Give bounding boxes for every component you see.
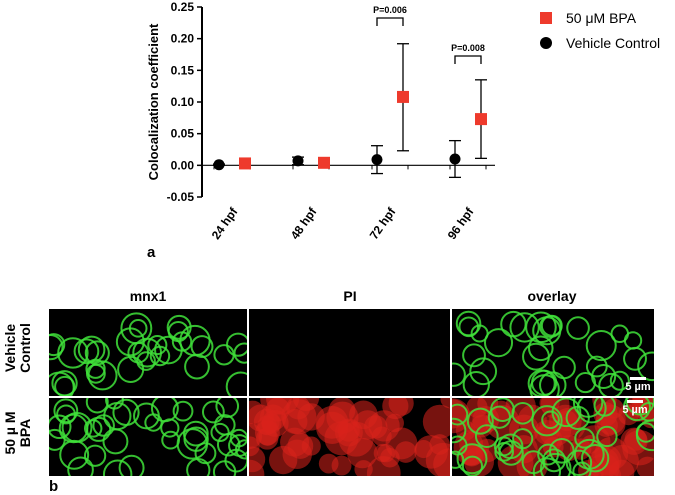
- panel-a-label: a: [147, 244, 156, 261]
- micrograph-bpa-overlay: [452, 398, 654, 476]
- row-header-bpa-line2: BPA: [17, 418, 33, 448]
- p-value-label: P=0.006: [373, 5, 407, 15]
- data-point-vehicle: [292, 155, 304, 167]
- micrograph-bpa-pi: [249, 398, 450, 476]
- y-tick-label: 0.20: [171, 32, 195, 46]
- row-header-vehicle-line2: Control: [17, 323, 33, 373]
- scalebar-control-line: [630, 377, 646, 380]
- scalebar-bpa-line: [627, 400, 643, 403]
- data-point-bpa: [475, 113, 487, 126]
- x-tick-label: 72 hpf: [367, 204, 399, 242]
- row-header-bpa-line1: 50 µ M: [2, 411, 18, 455]
- row-header-vehicle-line1: Vehicle: [2, 323, 18, 373]
- row-header-bpa: 50 µ M BPA: [2, 388, 33, 478]
- data-point-vehicle: [213, 159, 225, 171]
- micrograph-control-mnx1: [49, 309, 247, 396]
- legend-marker-vehicle: [540, 37, 552, 49]
- data-point-bpa: [318, 156, 330, 169]
- p-value-label: P=0.008: [451, 43, 485, 53]
- y-tick-label: -0.05: [167, 190, 195, 204]
- row-header-vehicle-control: Vehicle Control: [2, 303, 33, 393]
- data-point-bpa: [397, 90, 409, 103]
- column-header-pi: PI: [343, 288, 357, 304]
- y-tick-label: 0.25: [171, 0, 195, 14]
- legend-label: 50 μM BPA: [566, 10, 637, 26]
- data-point-vehicle: [371, 154, 383, 166]
- y-tick-label: 0.05: [171, 127, 195, 141]
- micrograph-bpa-mnx1: [49, 398, 247, 476]
- scalebar-bpa: 5 µm: [617, 400, 653, 416]
- y-tick-label: 0.00: [171, 158, 195, 172]
- column-header-mnx1: mnx1: [129, 288, 167, 304]
- significance-bracket: [454, 55, 482, 64]
- data-point-bpa: [239, 157, 251, 170]
- panel-b-label: b: [49, 478, 59, 495]
- legend-label: Vehicle Control: [566, 35, 660, 51]
- y-tick-label: 0.10: [171, 95, 195, 109]
- legend-marker-bpa: [540, 12, 552, 24]
- colocalization-chart: 0.25 0.20 0.15 0.10 0.05 0.00 -0.05 Colocalizat…: [146, 0, 660, 242]
- column-header-overlay: overlay: [527, 288, 577, 304]
- micrograph-control-pi: [249, 309, 450, 396]
- scalebar-control-text: 5 µm: [625, 381, 651, 393]
- scalebar-bpa-text: 5 µm: [622, 404, 648, 416]
- x-tick-label: 24 hpf: [209, 204, 241, 242]
- significance-bracket: [376, 17, 404, 26]
- y-tick-label: 0.15: [171, 63, 195, 77]
- micrograph-control-overlay: [452, 309, 654, 396]
- scalebar-control: 5 µm: [622, 377, 654, 393]
- y-axis-label: Colocalization coefficient: [146, 23, 161, 180]
- x-tick-label: 48 hpf: [288, 204, 320, 242]
- x-tick-label: 96 hpf: [445, 204, 477, 242]
- data-point-vehicle: [449, 153, 461, 165]
